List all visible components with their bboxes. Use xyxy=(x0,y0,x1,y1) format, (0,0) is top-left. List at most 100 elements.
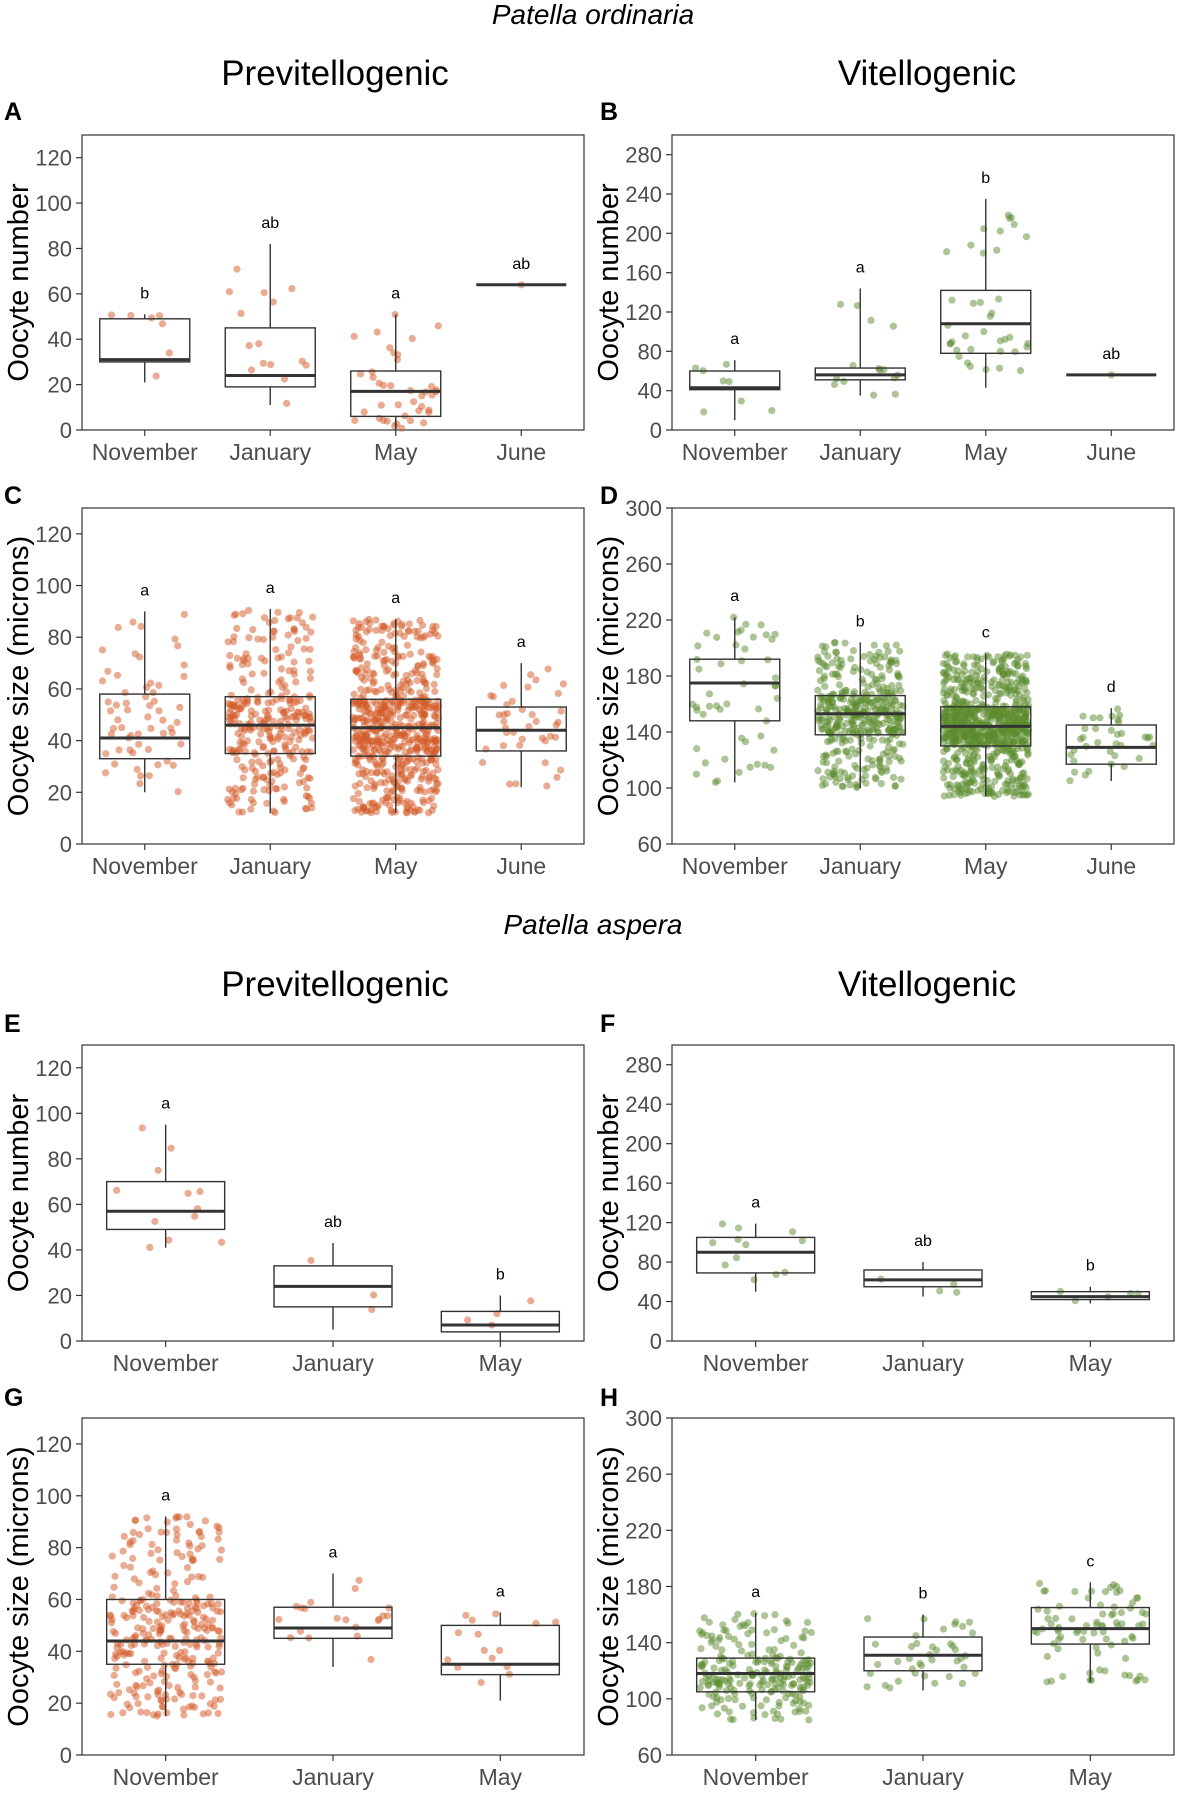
y-tick-label: 180 xyxy=(625,1575,662,1600)
data-point xyxy=(429,769,437,777)
significance-label: ab xyxy=(914,1233,932,1250)
data-point xyxy=(129,1554,137,1563)
data-point xyxy=(107,1619,116,1627)
significance-label: a xyxy=(391,590,400,607)
data-point xyxy=(386,344,394,352)
data-point xyxy=(721,1261,729,1269)
data-point xyxy=(351,416,359,425)
data-point xyxy=(259,635,268,644)
data-point xyxy=(306,714,314,722)
data-point xyxy=(779,1687,787,1695)
x-tick-label: June xyxy=(1086,853,1136,879)
significance-label: a xyxy=(517,634,526,651)
data-point xyxy=(132,1681,140,1689)
data-point xyxy=(737,626,745,634)
data-point xyxy=(834,673,842,681)
data-point xyxy=(983,668,991,676)
data-point xyxy=(532,717,540,726)
data-point xyxy=(1002,650,1011,658)
y-tick-label: 140 xyxy=(625,720,662,745)
data-point xyxy=(369,373,377,381)
y-tick-label: 100 xyxy=(35,1101,72,1126)
data-point xyxy=(282,746,290,754)
data-point xyxy=(848,745,856,753)
data-point xyxy=(838,722,847,731)
data-point xyxy=(950,785,959,793)
significance-label: a xyxy=(751,1584,760,1601)
data-point xyxy=(171,1695,179,1703)
data-point xyxy=(961,749,969,757)
data-point xyxy=(993,695,1002,703)
y-tick-label: 80 xyxy=(48,625,72,650)
data-point xyxy=(474,1630,482,1638)
data-point xyxy=(180,672,188,681)
x-tick-label: November xyxy=(113,1350,219,1376)
data-point xyxy=(356,370,365,378)
data-point xyxy=(838,688,846,696)
data-point xyxy=(1011,651,1019,659)
data-point xyxy=(131,1516,139,1525)
data-point xyxy=(430,680,438,689)
data-point xyxy=(214,1600,222,1608)
data-point xyxy=(506,780,514,788)
data-point xyxy=(234,729,242,738)
data-point xyxy=(407,688,415,696)
data-point xyxy=(433,736,442,744)
data-point xyxy=(830,767,838,775)
data-point xyxy=(179,1705,188,1713)
data-point xyxy=(286,696,294,704)
data-point xyxy=(111,760,119,768)
data-point xyxy=(110,1671,118,1679)
data-point xyxy=(975,716,983,725)
data-point xyxy=(762,1696,771,1704)
data-point xyxy=(270,627,278,635)
data-point xyxy=(1113,730,1121,739)
data-point xyxy=(874,704,882,712)
data-point xyxy=(283,688,291,696)
data-point xyxy=(931,1679,939,1687)
data-point xyxy=(145,1617,153,1625)
data-point xyxy=(941,734,949,742)
panel-letter: H xyxy=(600,1384,618,1412)
data-point xyxy=(995,295,1003,303)
data-point xyxy=(260,614,269,622)
y-tick-label: 60 xyxy=(638,1743,662,1768)
y-tick-label: 40 xyxy=(638,1290,662,1315)
panel-letter: A xyxy=(4,98,22,126)
data-point xyxy=(917,1662,926,1670)
data-point xyxy=(215,1524,223,1532)
data-point xyxy=(384,666,392,674)
data-point xyxy=(249,787,258,795)
data-point xyxy=(196,1187,204,1196)
data-point xyxy=(401,776,409,784)
data-point xyxy=(842,747,850,755)
data-point xyxy=(180,1711,188,1719)
data-point xyxy=(968,668,976,676)
data-point xyxy=(173,718,181,727)
data-point xyxy=(988,764,996,772)
data-point xyxy=(226,661,234,670)
data-point xyxy=(401,733,409,741)
data-point xyxy=(150,697,158,705)
data-point xyxy=(294,637,302,645)
data-point xyxy=(836,664,844,672)
plot-area xyxy=(671,507,1175,845)
data-point xyxy=(149,689,157,697)
data-point xyxy=(377,401,385,409)
data-point xyxy=(225,713,233,721)
data-point xyxy=(737,1647,746,1655)
data-point xyxy=(269,298,277,306)
data-point xyxy=(725,1660,734,1668)
data-point xyxy=(372,737,380,746)
data-point xyxy=(414,663,422,671)
data-point xyxy=(354,701,362,709)
data-point xyxy=(216,1555,224,1563)
data-point xyxy=(734,1224,743,1232)
data-point xyxy=(995,364,1004,372)
data-point xyxy=(894,1677,903,1685)
data-point xyxy=(171,635,179,643)
data-point xyxy=(851,693,859,701)
data-point xyxy=(979,686,987,694)
